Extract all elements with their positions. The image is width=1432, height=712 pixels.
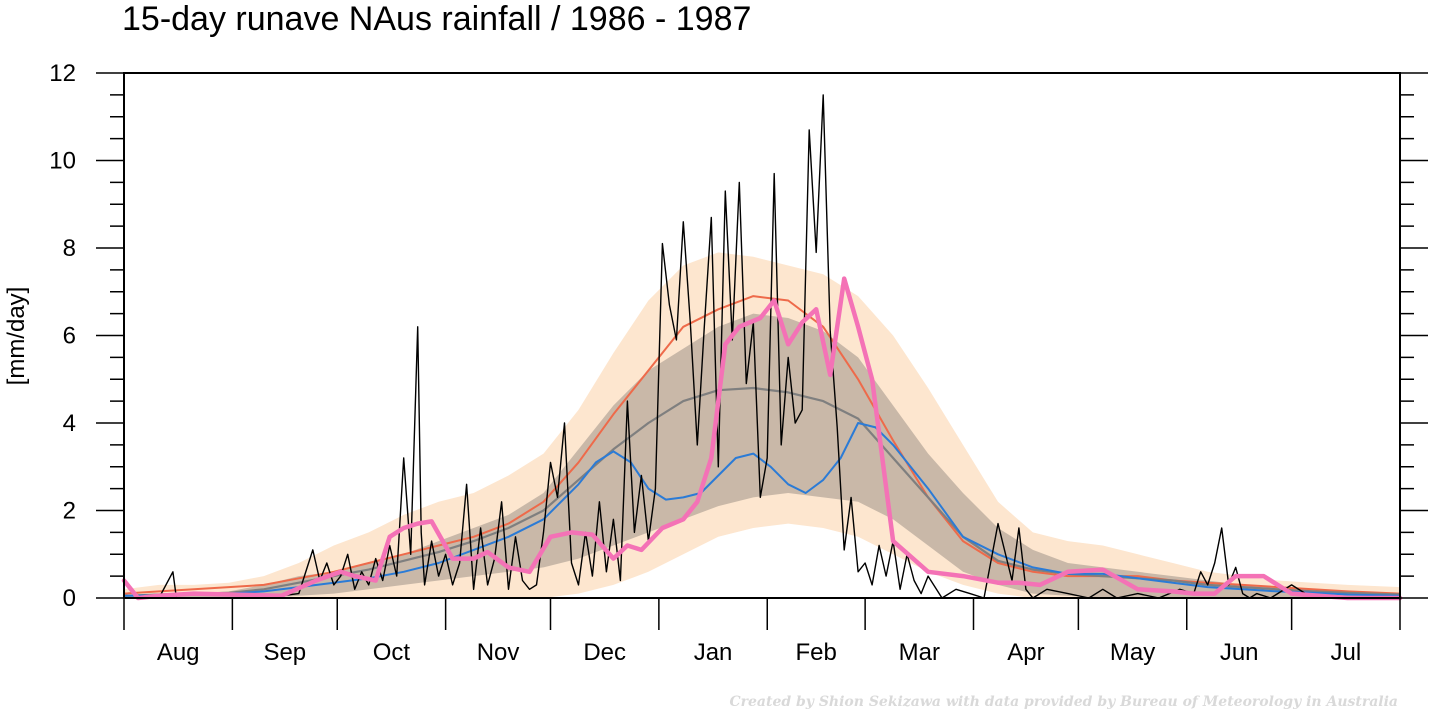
inner-range-band: [124, 313, 1400, 598]
x-tick-label: Jan: [694, 639, 733, 666]
runave-series-line: [121, 276, 1403, 601]
x-tick-label: Feb: [796, 639, 837, 666]
x-tick-label: Sep: [263, 639, 306, 666]
x-tick-label: Jul: [1330, 639, 1361, 666]
y-tick-label: 8: [63, 235, 76, 262]
x-tick-label: Mar: [899, 639, 940, 666]
x-tick-label: Nov: [477, 639, 520, 666]
y-axis-label: [mm/day]: [3, 287, 30, 386]
plot-area: [121, 94, 1403, 601]
x-tick-label: Aug: [157, 639, 200, 666]
y-tick-label: 0: [63, 585, 76, 612]
credit-text: Created by Shion Sekizawa with data prov…: [729, 694, 1398, 710]
daily-series-line: [123, 94, 1401, 599]
y-tick-label: 4: [63, 410, 76, 437]
chart-title: 15-day runave NAus rainfall / 1986 - 198…: [122, 0, 751, 38]
axes: 0 2 4 6 8 10 12 Aug Sep Oct Nov Dec Jan Feb Mar Apr May J…: [49, 60, 1428, 666]
y-tick-label: 2: [63, 498, 76, 525]
y-tick-label: 12: [49, 60, 76, 87]
x-tick-label: Jun: [1220, 639, 1259, 666]
y-tick-label: 10: [49, 148, 76, 175]
y-tick-label: 6: [63, 323, 76, 350]
x-tick-label: Dec: [583, 639, 626, 666]
blue-series-line: [123, 422, 1401, 597]
x-tick-label: May: [1110, 639, 1155, 666]
x-tick-label: Apr: [1007, 639, 1044, 666]
x-tick-label: Oct: [373, 639, 411, 666]
